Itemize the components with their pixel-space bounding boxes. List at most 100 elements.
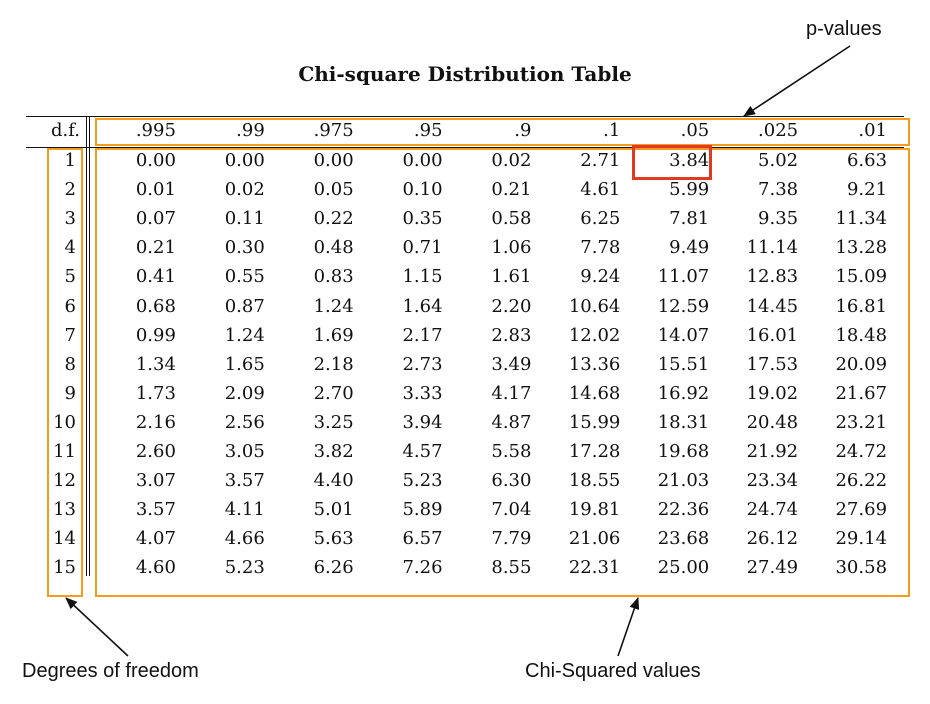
df-arrow <box>65 597 129 657</box>
chi-value-cell: 0.21 <box>491 179 532 201</box>
chi-value-cell: 0.00 <box>224 150 265 171</box>
df-cell: 13 <box>53 499 76 521</box>
df-separator-right <box>89 116 90 576</box>
p-value-header-cell: .995 <box>135 120 176 141</box>
chi-value-cell: 11.14 <box>746 237 799 259</box>
chi-value-cell: 1.24 <box>224 324 265 346</box>
table-row: 4.60 5.23 6.26 7.26 8.55 22.31 25.00 27.49 30.58 <box>95 557 895 576</box>
p-value-header-cell: .05 <box>680 120 710 141</box>
chi-value-cell: 1.34 <box>135 353 176 375</box>
chi-value-cell: 23.21 <box>835 411 888 433</box>
chi-value-cell: 21.92 <box>746 441 799 462</box>
chi-value-cell: 17.53 <box>746 353 799 375</box>
chi-value-cell: 7.78 <box>580 237 621 259</box>
chi-value-cell: 24.72 <box>835 441 888 462</box>
chi-value-cell: 3.82 <box>313 441 354 462</box>
chi-value-cell: 9.24 <box>580 266 621 288</box>
chi-value-cell: 3.84 <box>669 150 710 171</box>
chi-value-cell: 2.18 <box>313 353 354 375</box>
chi-value-cell: 3.57 <box>135 499 176 521</box>
df-cell: 9 <box>64 382 76 404</box>
highlighted-cell-box <box>632 145 712 180</box>
chi-value-cell: 17.28 <box>568 441 621 462</box>
df-cell: 3 <box>64 208 76 230</box>
chi-value-cell: 7.81 <box>669 208 710 230</box>
chi-value-cell: 6.57 <box>402 528 443 550</box>
chi-value-cell: 30.58 <box>835 557 888 576</box>
chi-value-cell: 16.81 <box>835 295 888 317</box>
chi-value-cell: 1.64 <box>402 295 443 317</box>
chi-value-cell: 1.61 <box>491 266 532 288</box>
chi-values-box <box>95 148 910 597</box>
chi-value-cell: 1.06 <box>491 237 532 259</box>
chi-value-cell: 2.17 <box>402 324 443 346</box>
chi-arrow <box>617 597 640 657</box>
chi-value-cell: 7.04 <box>491 499 532 521</box>
chi-value-cell: 0.68 <box>135 295 176 317</box>
chi-value-cell: 0.00 <box>313 150 354 171</box>
chi-value-cell: 0.35 <box>402 208 443 230</box>
chi-value-cell: 16.01 <box>746 324 799 346</box>
chi-value-cell: 3.49 <box>491 353 532 375</box>
chi-value-cell: 6.26 <box>313 557 354 576</box>
chi-value-cell: 6.25 <box>580 208 621 230</box>
chi-value-cell: 2.73 <box>402 353 443 375</box>
p-value-header-cell: .95 <box>413 120 443 141</box>
chi-value-cell: 0.07 <box>135 208 176 230</box>
chi-value-cell: 2.20 <box>491 295 532 317</box>
table-row: 3.57 4.11 5.01 5.89 7.04 19.81 22.36 24.74 27.69 <box>95 499 895 520</box>
df-cell: 1 <box>64 150 76 171</box>
chi-value-cell: 7.26 <box>402 557 443 576</box>
chi-value-cell: 27.49 <box>746 557 799 576</box>
chi-value-cell: 21.06 <box>568 528 621 550</box>
chi-value-cell: 0.10 <box>402 179 443 201</box>
chi-value-cell: 21.67 <box>835 382 888 404</box>
chi-squared-values-annotation: Chi-Squared values <box>525 660 701 682</box>
chi-value-cell: 1.65 <box>224 353 265 375</box>
table-row: 0.07 0.11 0.22 0.35 0.58 6.25 7.81 9.35 11.34 <box>95 208 895 229</box>
chi-value-cell: 0.22 <box>313 208 354 230</box>
chi-value-cell: 14.68 <box>568 382 621 404</box>
chi-value-cell: 0.99 <box>135 324 176 346</box>
chi-value-cell: 0.30 <box>224 237 265 259</box>
chi-value-cell: 4.17 <box>491 382 532 404</box>
chi-value-cell: 6.30 <box>491 470 532 492</box>
chi-value-cell: 19.02 <box>746 382 799 404</box>
p-values-annotation: p-values <box>806 18 882 40</box>
chi-value-cell: 27.69 <box>835 499 888 521</box>
df-column-box <box>47 148 83 597</box>
df-cell: 11 <box>53 441 76 462</box>
chi-value-cell: 4.87 <box>491 411 532 433</box>
chi-value-cell: 11.34 <box>835 208 888 230</box>
chi-value-cell: 0.02 <box>491 150 532 171</box>
table-row: 0.00 0.00 0.00 0.00 0.02 2.71 3.84 5.02 6.63 <box>95 150 895 171</box>
chi-value-cell: 0.00 <box>402 150 443 171</box>
p-value-header-cell: .025 <box>758 120 799 141</box>
chi-value-cell: 26.12 <box>746 528 799 550</box>
chi-value-cell: 18.55 <box>568 470 621 492</box>
chi-value-cell: 3.33 <box>402 382 443 404</box>
chi-value-cell: 29.14 <box>835 528 888 550</box>
chi-value-cell: 8.55 <box>491 557 532 576</box>
header-rule <box>26 147 904 148</box>
chi-value-cell: 12.02 <box>568 324 621 346</box>
chi-value-cell: 5.23 <box>402 470 443 492</box>
top-rule <box>26 116 904 117</box>
df-cell: 2 <box>64 179 76 201</box>
chi-value-cell: 3.94 <box>402 411 443 433</box>
chi-value-cell: 4.57 <box>402 441 443 462</box>
df-cell: 10 <box>53 411 76 433</box>
chi-value-cell: 22.31 <box>568 557 621 576</box>
chi-value-cell: 10.64 <box>568 295 621 317</box>
df-separator-left <box>86 116 87 576</box>
chi-value-cell: 3.57 <box>224 470 265 492</box>
chi-value-cell: 0.55 <box>224 266 265 288</box>
chi-value-cell: 22.36 <box>657 499 710 521</box>
chi-value-cell: 0.58 <box>491 208 532 230</box>
chi-value-cell: 2.83 <box>491 324 532 346</box>
chi-value-cell: 0.87 <box>224 295 265 317</box>
p-value-header-cell: .99 <box>236 120 265 141</box>
chi-value-cell: 20.09 <box>835 353 888 375</box>
chi-value-cell: 11.07 <box>657 266 710 288</box>
table-row: 0.01 0.02 0.05 0.10 0.21 4.61 5.99 7.38 9.21 <box>95 179 895 200</box>
